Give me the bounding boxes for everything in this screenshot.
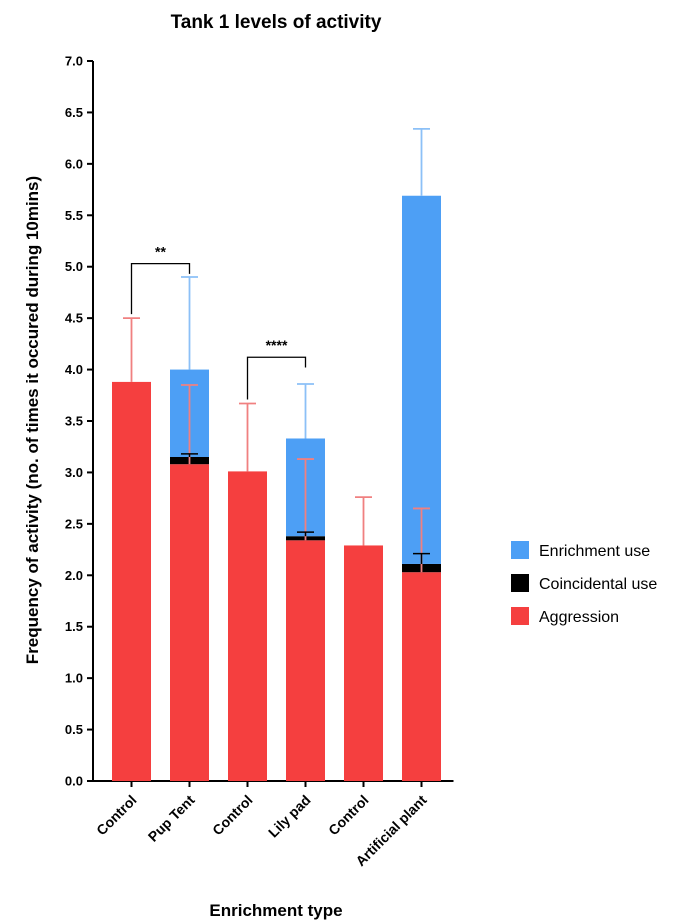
legend-swatch bbox=[511, 607, 529, 625]
x-tick-label: Control bbox=[209, 792, 256, 839]
bar-aggression bbox=[170, 464, 209, 781]
y-tick-label: 0.5 bbox=[65, 722, 83, 737]
bar-aggression bbox=[228, 471, 267, 781]
y-tick-label: 3.0 bbox=[65, 465, 83, 480]
x-tick-label: Pup Tent bbox=[145, 792, 198, 845]
legend-label: Enrichment use bbox=[539, 543, 650, 560]
significance-label: **** bbox=[266, 337, 288, 353]
legend-swatch bbox=[511, 541, 529, 559]
y-tick-label: 6.5 bbox=[65, 105, 83, 120]
legend-label: Aggression bbox=[539, 609, 619, 626]
significance-bracket bbox=[246, 356, 307, 400]
bar-aggression bbox=[402, 572, 441, 781]
y-tick-label: 3.5 bbox=[65, 414, 83, 429]
legend-label: Coincidental use bbox=[539, 576, 657, 593]
y-tick-label: 1.0 bbox=[65, 671, 83, 686]
y-tick-label: 2.0 bbox=[65, 568, 83, 583]
significance-bracket bbox=[130, 262, 191, 315]
chart-title: Tank 1 levels of activity bbox=[171, 12, 382, 33]
bar-aggression bbox=[112, 381, 151, 781]
y-tick-label: 2.5 bbox=[65, 516, 83, 531]
y-tick-label: 7.0 bbox=[65, 54, 83, 69]
legend-swatch bbox=[511, 574, 529, 592]
bar-aggression bbox=[286, 540, 325, 781]
plot-area: 0.0 0.5 1.0 1.5 2.0 2.5 3.0 3.5 4.0 4.5 5.0 5.5 6.0 6… bbox=[65, 54, 454, 869]
y-tick-label: 4.0 bbox=[65, 362, 83, 377]
y-tick-label: 1.5 bbox=[65, 619, 83, 634]
y-axis-title: Frequency of activity (no. of times it o… bbox=[23, 176, 42, 664]
y-tick-label: 4.5 bbox=[65, 311, 83, 326]
x-axis-title: Enrichment type bbox=[209, 901, 342, 920]
legend: Enrichment use Coincidental use Aggression bbox=[511, 541, 657, 626]
significance-label: ** bbox=[155, 244, 166, 260]
y-tick-label: 6.0 bbox=[65, 156, 83, 171]
bar-enrichment-use bbox=[402, 195, 441, 564]
bar-aggression bbox=[344, 545, 383, 781]
y-tick-label: 0.0 bbox=[65, 774, 83, 789]
y-tick-label: 5.0 bbox=[65, 259, 83, 274]
y-tick-label: 5.5 bbox=[65, 208, 83, 223]
x-tick-label: Control bbox=[93, 792, 140, 839]
x-tick-label: Control bbox=[325, 792, 372, 839]
x-tick-label: Lily pad bbox=[265, 792, 314, 841]
